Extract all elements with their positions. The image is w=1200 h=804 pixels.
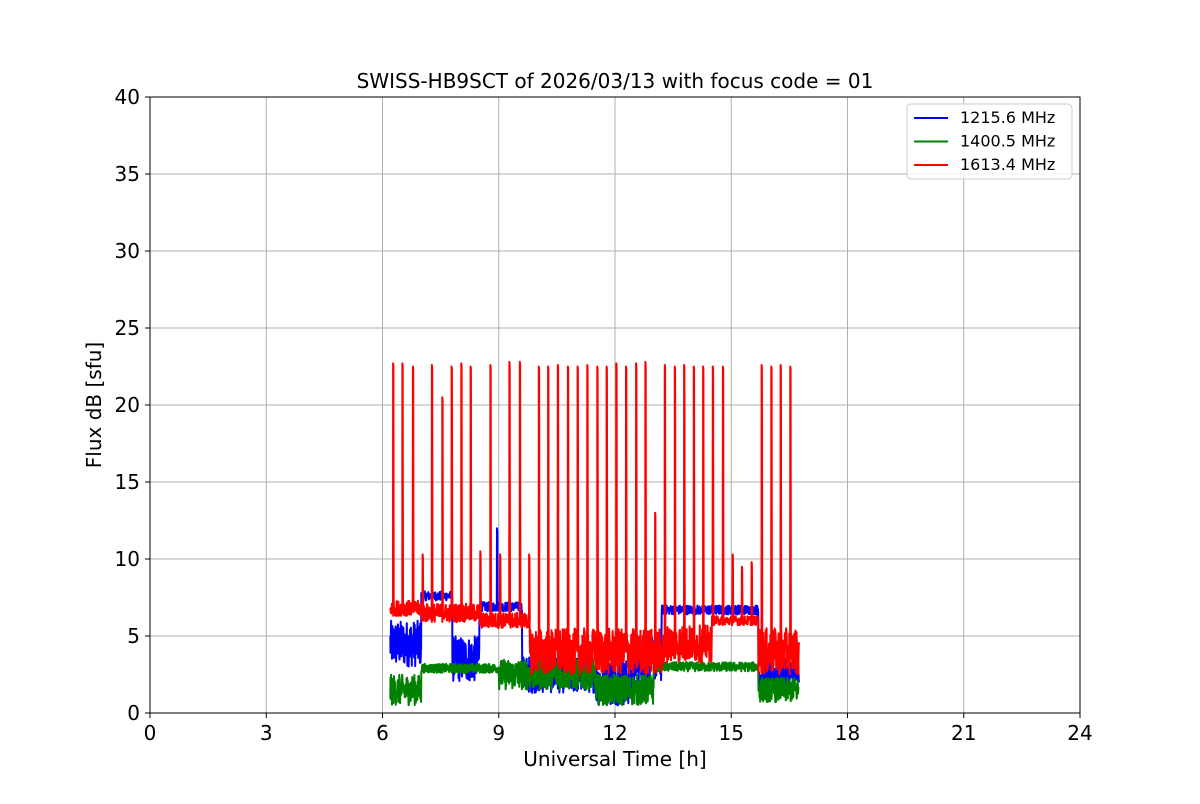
x-tick-label: 0	[144, 721, 157, 745]
y-tick-label: 15	[115, 470, 140, 494]
legend: 1215.6 MHz 1400.5 MHz 1613.4 MHz	[906, 103, 1073, 180]
y-tick-label: 0	[127, 701, 140, 725]
x-tick-label: 24	[1067, 721, 1092, 745]
series-layer	[389, 360, 800, 707]
y-tick-label: 25	[115, 316, 140, 340]
series-1613-4-mhz	[389, 360, 800, 676]
series-line	[389, 658, 800, 707]
legend-label: 1400.5 MHz	[960, 132, 1055, 151]
chart-title: SWISS-HB9SCT of 2026/03/13 with focus co…	[357, 69, 874, 93]
x-tick-label: 6	[376, 721, 389, 745]
y-tick-label: 30	[115, 239, 140, 263]
x-tick-label: 3	[260, 721, 273, 745]
grid	[150, 97, 1080, 713]
y-tick-label: 10	[115, 547, 140, 571]
legend-label: 1613.4 MHz	[960, 155, 1055, 174]
x-tick-label: 21	[951, 721, 976, 745]
y-tick-label: 40	[115, 85, 140, 109]
ticks: 0 3 6 9 12 15 18 21 24 0 5 10 15 20 25 30 35 40	[115, 85, 1093, 745]
series-line	[389, 360, 800, 676]
y-axis-label: Flux dB [sfu]	[82, 342, 106, 468]
legend-box	[906, 103, 1073, 180]
x-tick-label: 9	[492, 721, 505, 745]
y-tick-label: 35	[115, 162, 140, 186]
x-tick-label: 18	[835, 721, 860, 745]
legend-label: 1215.6 MHz	[960, 108, 1055, 127]
x-tick-label: 15	[719, 721, 744, 745]
series-1400-5-mhz	[389, 658, 800, 707]
y-tick-label: 20	[115, 393, 140, 417]
x-axis-label: Universal Time [h]	[523, 747, 706, 771]
y-tick-label: 5	[127, 624, 140, 648]
x-tick-label: 12	[602, 721, 627, 745]
